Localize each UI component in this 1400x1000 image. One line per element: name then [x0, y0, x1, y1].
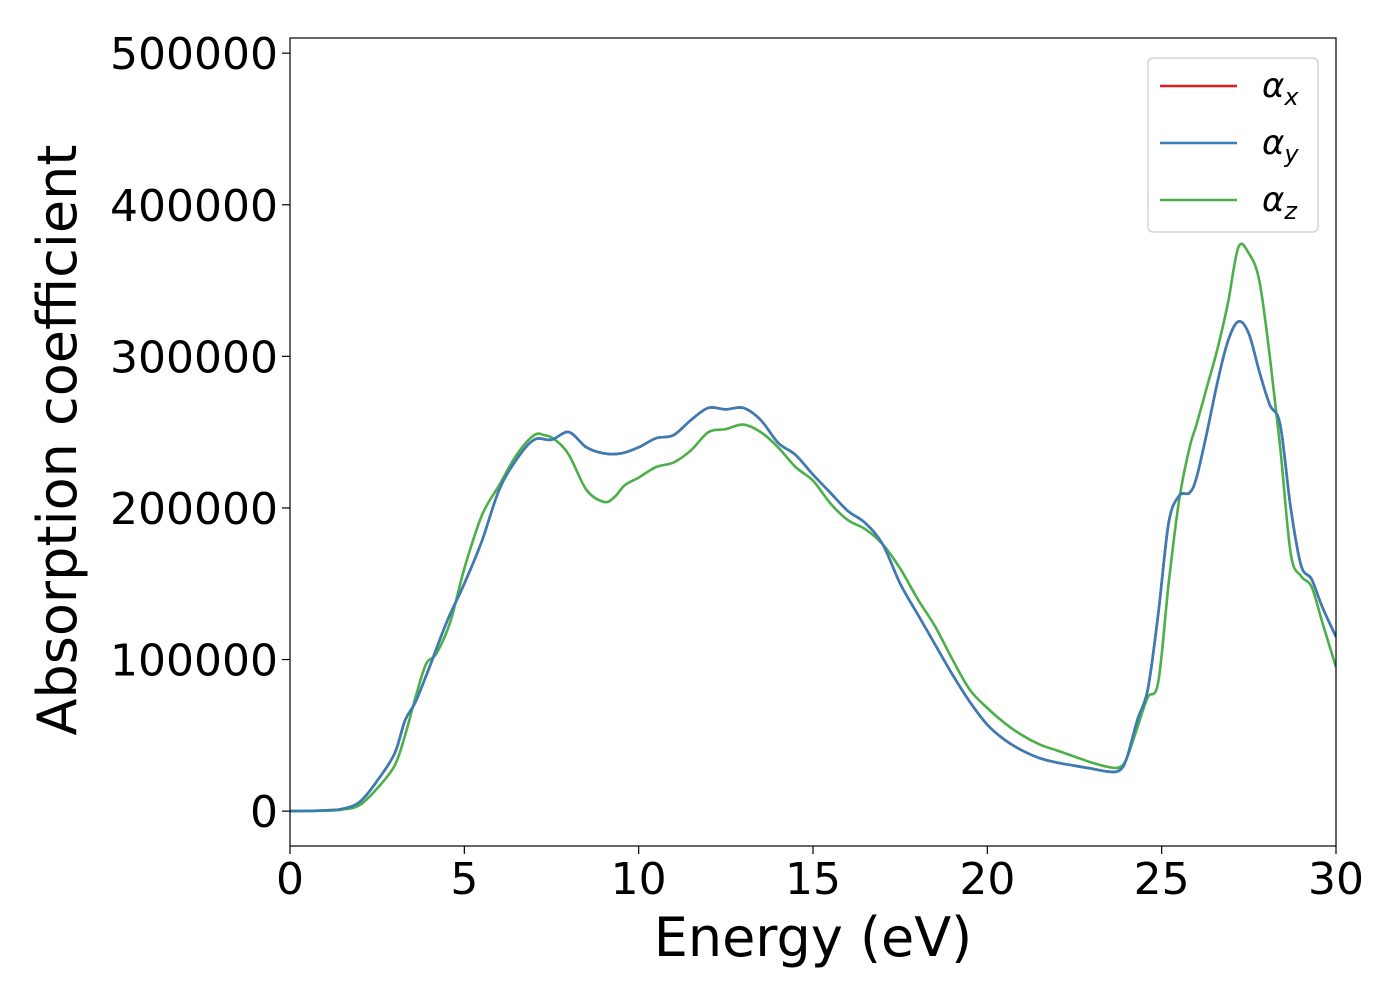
x-tick-label: 10 — [611, 854, 667, 905]
y-tick-label: 0 — [250, 787, 278, 838]
y-axis-label: Absorption coefficient — [26, 145, 89, 736]
y-tick-label: 100000 — [110, 636, 278, 687]
x-tick-label: 25 — [1134, 854, 1190, 905]
legend-label-z: αz — [1262, 180, 1298, 225]
x-tick-label: 0 — [276, 854, 304, 905]
legend-label-x: αx — [1262, 66, 1299, 111]
legend: αx αy αz — [1147, 57, 1319, 233]
y-tick-label: 500000 — [110, 29, 278, 80]
y-tick-label: 300000 — [110, 332, 278, 383]
x-tick-label: 5 — [450, 854, 478, 905]
x-axis-label: Energy (eV) — [654, 906, 973, 969]
x-tick-label: 30 — [1308, 854, 1364, 905]
x-tick-label: 20 — [959, 854, 1015, 905]
legend-label-y: αy — [1262, 123, 1299, 168]
y-tick-label: 400000 — [110, 181, 278, 232]
y-tick-label: 200000 — [110, 484, 278, 535]
series-layer — [290, 242, 1336, 813]
legend-box — [1147, 57, 1319, 233]
ticks-layer: 0 5 10 15 20 25 30 0 100000 200000 300000 400000 500… — [110, 29, 1364, 905]
series-line-z — [290, 242, 1336, 813]
x-tick-label: 15 — [785, 854, 841, 905]
series-line-y — [290, 320, 1336, 813]
